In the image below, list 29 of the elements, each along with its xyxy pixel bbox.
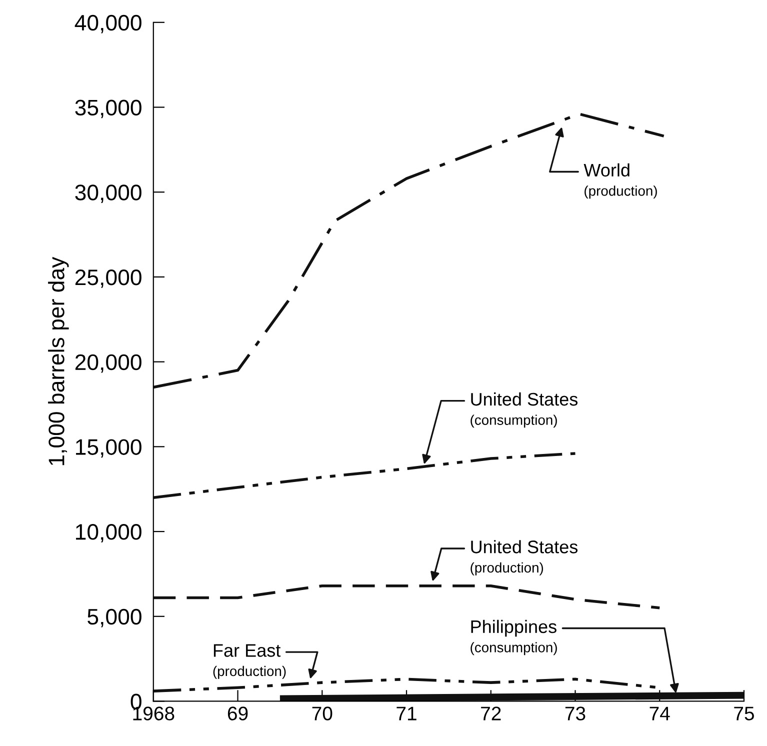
x-tick-label: 74	[650, 706, 670, 720]
y-tick-label: 25,000	[75, 269, 142, 288]
x-tick-label: 69	[228, 706, 248, 720]
y-tick-label: 40,000	[74, 14, 142, 34]
series-label: World	[584, 163, 630, 177]
series-label: United States	[471, 540, 578, 554]
series-label: Far East	[214, 644, 281, 657]
line-series	[153, 584, 662, 610]
y-tick-label: 35,000	[75, 100, 142, 118]
x-tick-label: 70	[312, 706, 332, 720]
y-axis-title: 1,000 barrels per day	[48, 256, 69, 466]
y-tick-label: 10,000	[76, 524, 142, 542]
line-series	[153, 452, 577, 499]
annotation: (consumption)	[470, 414, 557, 428]
x-tick-label: 72	[481, 706, 501, 720]
text: Philippines	[471, 620, 556, 637]
x-tick-label: 71	[396, 706, 416, 720]
text: United States	[471, 392, 578, 406]
annotation: (production)	[584, 186, 657, 199]
y-tick-label: 30,000	[75, 184, 142, 203]
x-tick-label: 75	[734, 706, 754, 720]
annotation: (production)	[470, 562, 544, 576]
annotation: (consumption)	[470, 642, 557, 656]
y-tick-label: 5,000	[88, 608, 142, 628]
y-tick-label: 20,000	[75, 354, 142, 373]
annotation: (production)	[213, 666, 286, 679]
x-tick-label: 73	[565, 706, 586, 720]
line-series	[153, 112, 666, 389]
y-tick-label: 15,000	[76, 439, 142, 458]
